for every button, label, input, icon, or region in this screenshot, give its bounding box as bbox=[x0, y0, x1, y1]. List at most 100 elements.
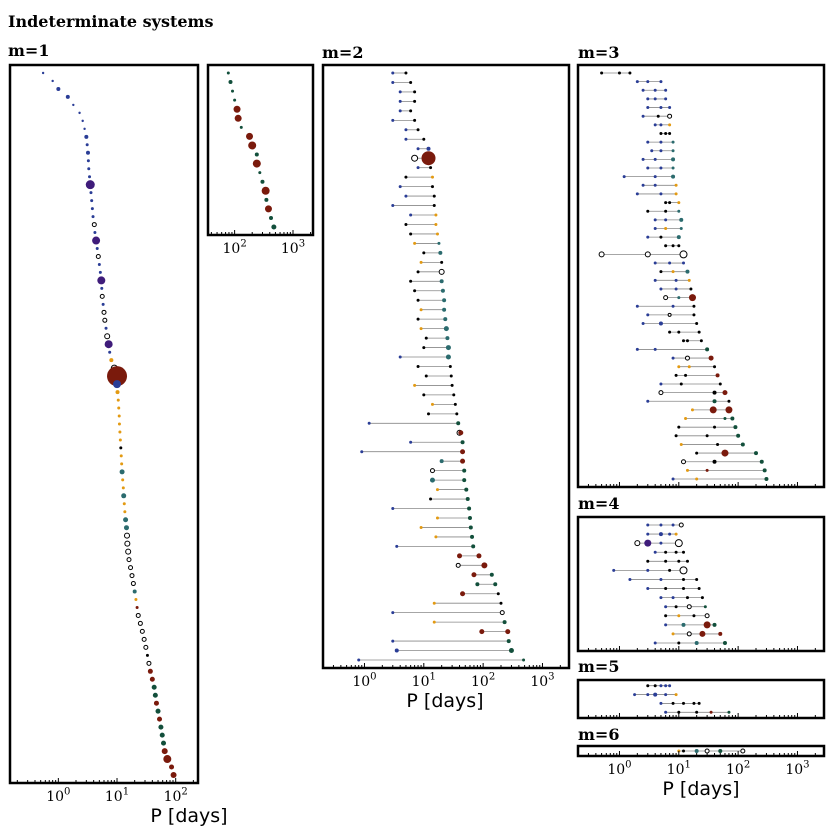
planet-point bbox=[115, 390, 120, 395]
planet-point bbox=[699, 339, 703, 343]
planet-point bbox=[671, 157, 676, 162]
planet-point bbox=[404, 222, 408, 226]
planet-point bbox=[653, 97, 657, 101]
planet-point bbox=[692, 614, 696, 618]
system-row bbox=[89, 191, 93, 195]
planet-point bbox=[84, 134, 89, 139]
system-row bbox=[146, 660, 152, 666]
planet-point bbox=[685, 559, 689, 563]
system-row bbox=[124, 532, 131, 539]
planet-point bbox=[260, 179, 265, 184]
planet-point bbox=[671, 149, 675, 153]
planet-point bbox=[413, 289, 417, 293]
system-row bbox=[123, 525, 129, 531]
panel-m4: m=4 bbox=[576, 494, 826, 653]
planet-point bbox=[413, 90, 417, 94]
system-row bbox=[659, 701, 701, 705]
system-row bbox=[104, 340, 113, 349]
planet-point bbox=[677, 425, 681, 429]
planet-point bbox=[718, 749, 723, 753]
planet-point bbox=[409, 279, 413, 283]
planet-point bbox=[141, 636, 147, 642]
planet-point bbox=[457, 553, 463, 559]
system-row bbox=[457, 553, 482, 559]
system-row bbox=[646, 166, 675, 170]
system-row bbox=[677, 365, 717, 369]
system-row bbox=[479, 629, 511, 635]
system-row bbox=[646, 559, 689, 563]
planet-point bbox=[118, 438, 122, 442]
planet-point bbox=[694, 749, 699, 753]
planet-point bbox=[465, 497, 470, 502]
system-row bbox=[677, 748, 746, 754]
planet-point bbox=[360, 450, 364, 454]
planet-point bbox=[740, 748, 746, 754]
system-row bbox=[409, 440, 465, 445]
planet-point bbox=[432, 620, 436, 624]
planet-point bbox=[677, 559, 681, 563]
planet-point bbox=[671, 304, 675, 308]
planet-point bbox=[692, 701, 696, 705]
planet-point bbox=[398, 185, 402, 189]
planet-point bbox=[121, 486, 125, 490]
planet-point bbox=[83, 127, 86, 131]
planet-point bbox=[695, 477, 699, 481]
system-row bbox=[125, 548, 132, 555]
system-row bbox=[151, 684, 157, 690]
planet-point bbox=[646, 140, 650, 144]
system-row bbox=[139, 628, 145, 634]
planet-point bbox=[409, 80, 413, 84]
system-row bbox=[123, 517, 129, 523]
planet-point bbox=[727, 710, 731, 714]
planet-point bbox=[258, 171, 262, 175]
system-row bbox=[646, 522, 684, 528]
x-tick-label: 101 bbox=[667, 760, 691, 778]
planet-point bbox=[682, 577, 686, 581]
planet-point bbox=[646, 235, 650, 239]
system-row bbox=[456, 429, 464, 436]
planet-point bbox=[413, 241, 417, 245]
system-row bbox=[101, 302, 105, 306]
system-row bbox=[56, 86, 61, 91]
planet-point bbox=[434, 535, 438, 539]
planet-point bbox=[671, 244, 675, 248]
system-row bbox=[104, 326, 108, 330]
planet-point bbox=[113, 380, 122, 389]
planet-point bbox=[646, 523, 650, 527]
planet-point bbox=[432, 204, 436, 208]
planet-point bbox=[460, 458, 466, 464]
planet-point bbox=[134, 598, 138, 601]
planet-point bbox=[422, 393, 426, 397]
planet-point bbox=[391, 639, 395, 643]
planet-point bbox=[674, 550, 678, 554]
system-row bbox=[409, 279, 444, 284]
system-row bbox=[391, 118, 417, 122]
planet-point bbox=[254, 152, 259, 157]
system-row bbox=[416, 317, 448, 322]
planet-point bbox=[499, 610, 505, 616]
system-row bbox=[104, 333, 111, 340]
system-row bbox=[124, 540, 131, 547]
planet-point bbox=[617, 71, 621, 75]
planet-point bbox=[137, 620, 143, 626]
planet-point bbox=[646, 209, 650, 213]
planet-point bbox=[681, 459, 687, 465]
planet-point bbox=[659, 382, 663, 386]
planet-point bbox=[90, 199, 94, 203]
planet-point bbox=[499, 601, 503, 605]
planet-point bbox=[416, 317, 420, 321]
system-row bbox=[116, 398, 120, 402]
planet-point bbox=[413, 118, 417, 122]
planet-point bbox=[404, 137, 408, 141]
planet-point bbox=[671, 356, 675, 360]
planet-point bbox=[695, 710, 699, 714]
planet-point bbox=[713, 365, 717, 369]
system-row bbox=[435, 487, 469, 492]
planet-point bbox=[123, 510, 127, 514]
planet-point bbox=[467, 515, 472, 520]
planet-point bbox=[439, 279, 444, 284]
planet-point bbox=[118, 430, 122, 434]
planet-point bbox=[395, 544, 399, 548]
system-row bbox=[391, 80, 413, 84]
